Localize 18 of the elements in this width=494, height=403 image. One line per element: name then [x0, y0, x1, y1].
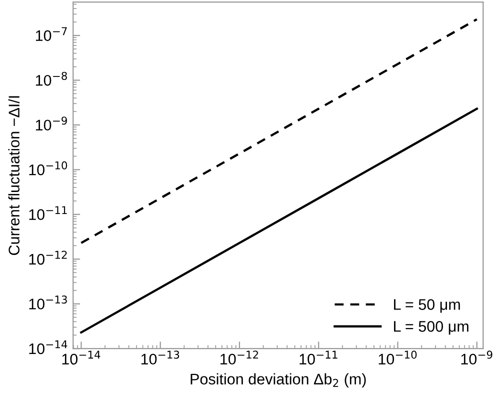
x-tick-label: 10$^{−10}$: [378, 350, 417, 365]
x-axis-title: Position deviation Δb$_{2}$ (m): [190, 373, 366, 388]
y-axis-title: Current fluctuation −ΔI/I: [8, 96, 20, 255]
line-series: [80, 108, 478, 334]
y-tick-label: 10$^{−12}$: [29, 250, 67, 265]
x-tick-label: 10$^{−13}$: [141, 350, 180, 365]
y-tick-label: 10$^{−10}$: [29, 161, 68, 176]
y-tick-label: 10$^{−9}$: [36, 116, 67, 131]
y-tick-label: 10$^{−8}$: [36, 72, 67, 86]
x-tick-label: 10$^{−11}$: [300, 350, 338, 365]
legend-label: L = 500 μm: [394, 321, 468, 335]
y-tick-label: 10$^{−13}$: [29, 296, 67, 310]
y-tick-label: 10$^{−7}$: [36, 27, 67, 42]
x-tick-label: 10$^{−12}$: [220, 350, 258, 365]
legend-label: L = 50 μm: [394, 299, 460, 313]
line-series: [80, 18, 478, 244]
y-tick-label: 10$^{−11}$: [29, 206, 67, 220]
x-tick-label: 10$^{−9}$: [461, 350, 492, 365]
